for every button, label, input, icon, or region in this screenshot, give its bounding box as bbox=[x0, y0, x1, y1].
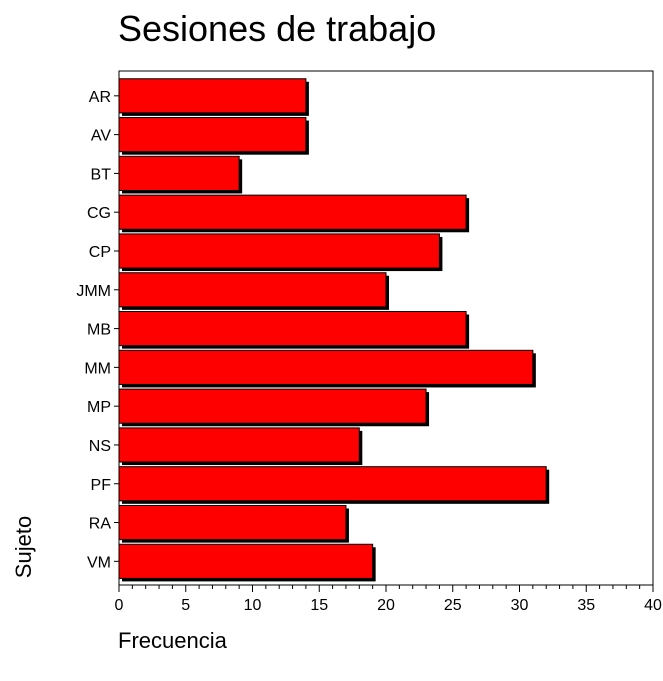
bar-pf bbox=[118, 466, 547, 502]
x-axis-title: Frecuencia bbox=[118, 628, 227, 653]
x-tick-label-0: 0 bbox=[115, 597, 124, 614]
bar-ra bbox=[118, 504, 347, 541]
x-axis: 0 5 10 15 20 25 30 35 40 bbox=[115, 585, 662, 614]
bar-ns bbox=[118, 427, 360, 463]
x-tick-label-30: 30 bbox=[511, 597, 529, 614]
bars-group bbox=[118, 78, 550, 582]
x-tick-label-35: 35 bbox=[577, 597, 595, 614]
bar-mb bbox=[118, 311, 467, 347]
chart-title: Sesiones de trabajo bbox=[118, 8, 437, 49]
y-tick-label-bt: BT bbox=[91, 166, 112, 183]
x-tick-label-40: 40 bbox=[644, 597, 662, 614]
y-tick-label-jmm: JMM bbox=[76, 283, 111, 300]
y-tick-label-mb: MB bbox=[87, 322, 111, 339]
bar-jmm bbox=[118, 272, 387, 308]
bar-ar bbox=[118, 78, 307, 114]
x-tick-label-20: 20 bbox=[377, 597, 395, 614]
bar-cg bbox=[118, 194, 467, 230]
y-tick-label-mm: MM bbox=[84, 360, 111, 377]
x-tick-label-5: 5 bbox=[181, 597, 190, 614]
x-tick-label-25: 25 bbox=[444, 597, 462, 614]
y-tick-label-vm: VM bbox=[87, 554, 111, 571]
bar-mp bbox=[118, 388, 427, 424]
y-tick-label-pf: PF bbox=[91, 477, 112, 494]
y-tick-label-ar: AR bbox=[89, 89, 111, 106]
x-tick-label-15: 15 bbox=[310, 597, 328, 614]
x-tick-label-10: 10 bbox=[244, 597, 262, 614]
y-axis-title: Sujeto bbox=[11, 515, 36, 579]
y-tick-label-mp: MP bbox=[87, 399, 111, 416]
y-tick-label-cp: CP bbox=[89, 244, 111, 261]
bar-vm bbox=[118, 543, 374, 579]
bar-cp bbox=[118, 233, 440, 269]
y-tick-label-ns: NS bbox=[89, 438, 111, 455]
y-tick-label-ra: RA bbox=[89, 516, 112, 533]
bar-mm bbox=[118, 349, 534, 385]
y-tick-label-av: AV bbox=[91, 128, 111, 145]
bar-av bbox=[118, 117, 307, 153]
y-axis: AR AV BT CG CP JMM MB MM MP NS PF RA VM bbox=[76, 89, 119, 571]
y-tick-label-cg: CG bbox=[87, 205, 111, 222]
bar-bt bbox=[118, 155, 240, 191]
